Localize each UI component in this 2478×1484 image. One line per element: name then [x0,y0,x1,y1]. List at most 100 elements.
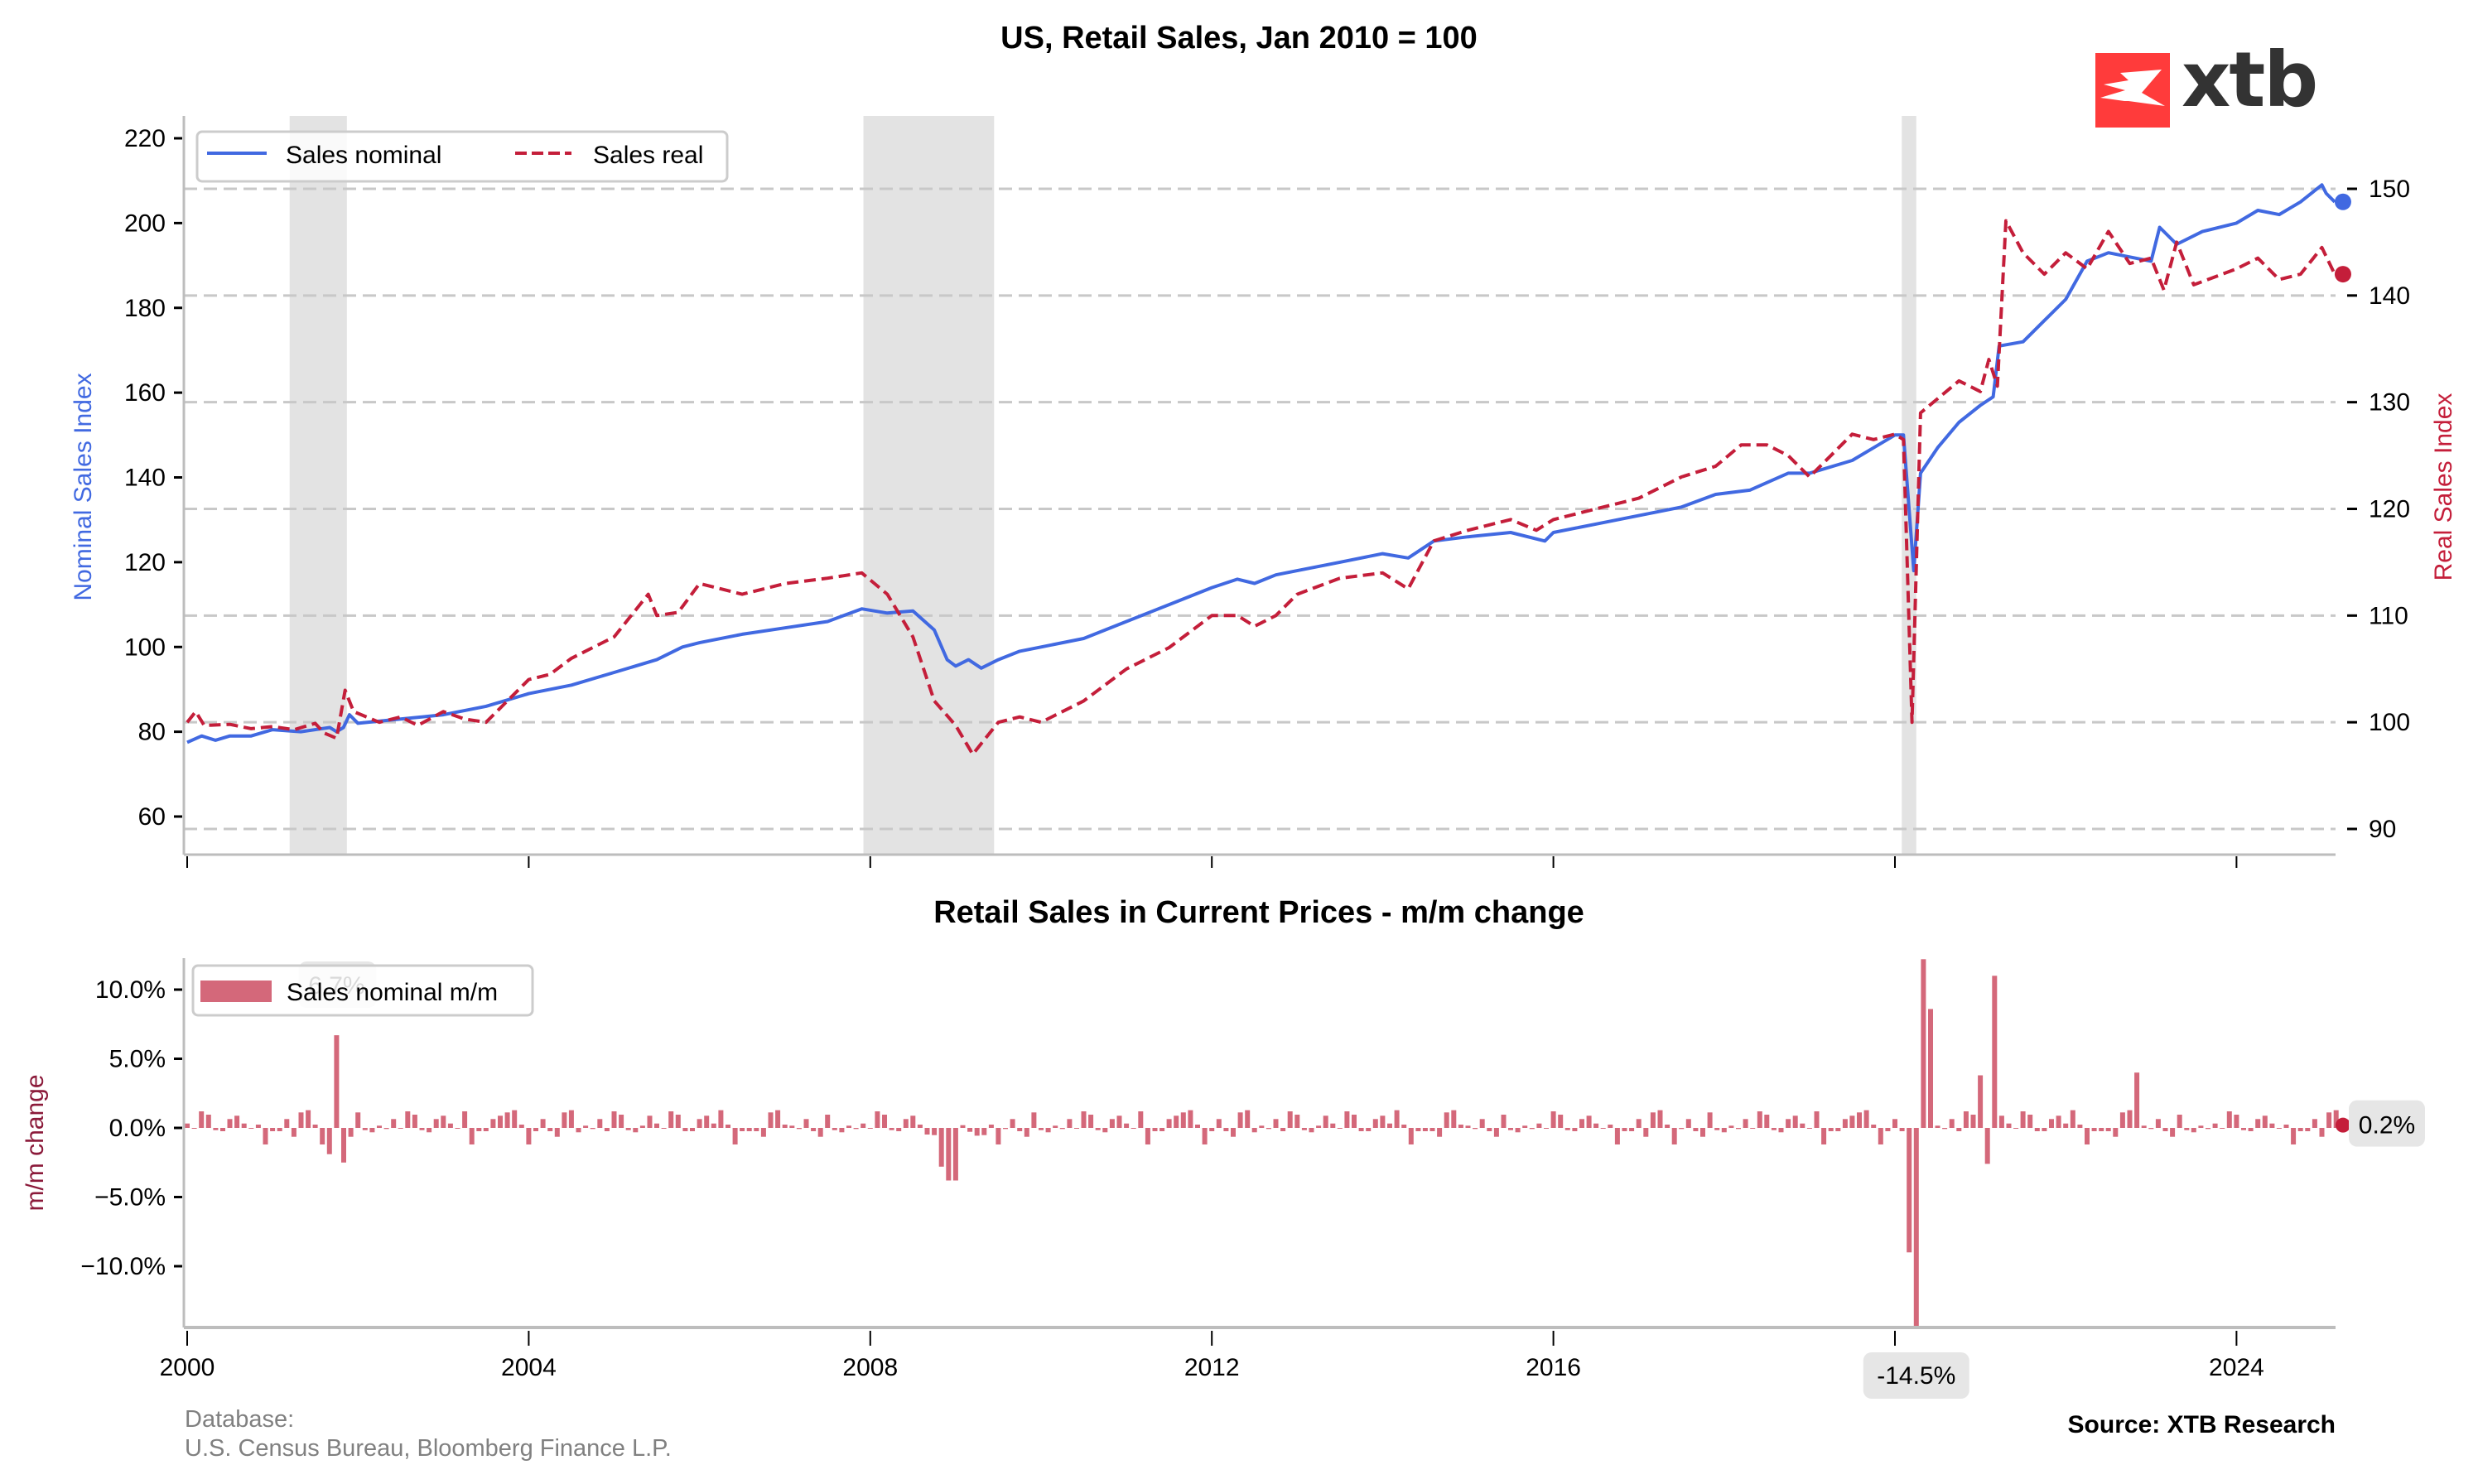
mm-bar [1671,1128,1677,1144]
mm-bar [1707,1112,1713,1128]
mm-bar [1714,1128,1720,1130]
mm-bar [1757,1111,1762,1128]
mm-bar [398,1128,403,1129]
logo-text: xtb [2182,36,2316,124]
mm-bar [946,1128,952,1181]
mm-bar [2319,1128,2325,1137]
mm-bar [199,1111,205,1128]
mm-bar [2234,1115,2239,1128]
mm-bar [1451,1110,1457,1128]
mm-bar [597,1119,603,1128]
mm-bar [2042,1128,2047,1131]
mm-bar [1921,959,1926,1128]
legend-swatch-bars [200,980,272,1002]
mm-bar [1978,1075,1984,1128]
mm-bar [427,1128,432,1133]
source-credit: Source: XTB Research [2068,1411,2336,1438]
mm-bar [1380,1115,1386,1128]
logo-x-icon [2100,70,2165,106]
mm-bar [1415,1128,1421,1131]
right-y-axis-label: Real Sales Index [2430,393,2457,581]
mm-bar [832,1128,837,1130]
mm-bar [2191,1128,2196,1133]
mm-bar [817,1128,823,1137]
mm-bar [1159,1128,1165,1131]
mm-bar [2027,1115,2033,1128]
mm-bar [1309,1128,1314,1133]
y-tick-label: 5.0% [109,1046,166,1073]
mm-bar [306,1110,311,1128]
annotation-latest-label: 0.2% [2359,1112,2415,1140]
mm-bar [960,1125,966,1128]
mm-bar [846,1125,851,1128]
mm-bar [1515,1128,1521,1133]
y-tick-label: 10.0% [95,976,166,1004]
mm-bar [1031,1112,1037,1128]
mm-bar [1998,1115,2004,1128]
mm-bar [1401,1125,1407,1128]
mm-bar [540,1119,546,1128]
upper-axes-spines [182,116,2336,856]
annotations: -14.5%0.2%6.7% [298,961,2425,1399]
mm-bar [263,1128,268,1144]
y-tick-label: 160 [124,379,166,407]
mm-bar [760,1128,766,1137]
x-tick-label: 2004 [501,1354,557,1381]
y-tick-label-right: 140 [2369,282,2410,310]
mm-bar [889,1128,894,1130]
mm-bar [2049,1119,2054,1128]
mm-bar [1928,1009,1933,1128]
mm-bar [1771,1128,1777,1130]
mm-bar [2085,1128,2090,1144]
mm-bar [583,1125,589,1128]
mm-bar [205,1115,211,1128]
database-label: Database: [185,1406,294,1433]
mm-bar [654,1123,659,1128]
mm-bar [1231,1128,1236,1137]
mm-bar [796,1128,802,1130]
mm-bar [633,1128,639,1133]
mm-bar [1152,1128,1158,1131]
mm-bar [1039,1128,1044,1130]
mm-bar [647,1115,653,1128]
mm-bar [1145,1128,1150,1144]
mm-bar [227,1119,233,1128]
mm-bar [1636,1119,1642,1128]
mm-bar [803,1119,809,1128]
mm-bar [1352,1115,1357,1128]
mm-bar [334,1035,340,1128]
mm-bar [611,1111,617,1128]
mm-bar [1323,1115,1328,1128]
mm-bar [2099,1128,2104,1131]
mm-bar [1665,1125,1670,1128]
mm-bar [2148,1128,2154,1130]
mm-bar [996,1128,1001,1144]
mm-bar [270,1128,276,1131]
x-tick-label: 2000 [160,1354,215,1381]
mm-bar [1963,1111,1969,1128]
mm-bar [1223,1128,1229,1131]
mm-bar [1736,1128,1741,1130]
mm-bar [775,1110,781,1128]
mm-bar [1821,1128,1827,1144]
mm-bar [1849,1115,1855,1128]
mm-bar [476,1128,482,1131]
mm-bar [2305,1128,2311,1131]
mm-bar [2077,1125,2083,1128]
y-tick-label-right: 120 [2369,496,2410,523]
y-tick-label-right: 130 [2369,389,2410,417]
mm-bar [1721,1128,1727,1133]
mm-bar [1508,1128,1513,1130]
mm-bar [1131,1128,1136,1129]
mm-bar [377,1125,382,1128]
mm-bar [1081,1111,1087,1128]
x-tick-label: 2016 [1526,1354,1581,1381]
mm-bar [512,1110,518,1128]
mm-bar [1892,1119,1897,1128]
mm-bar [2141,1125,2147,1128]
mm-bar [2226,1111,2232,1128]
mm-bar [1685,1119,1691,1128]
mm-bar [726,1125,730,1128]
mm-bar [1059,1128,1065,1130]
mm-bar [1786,1119,1791,1128]
